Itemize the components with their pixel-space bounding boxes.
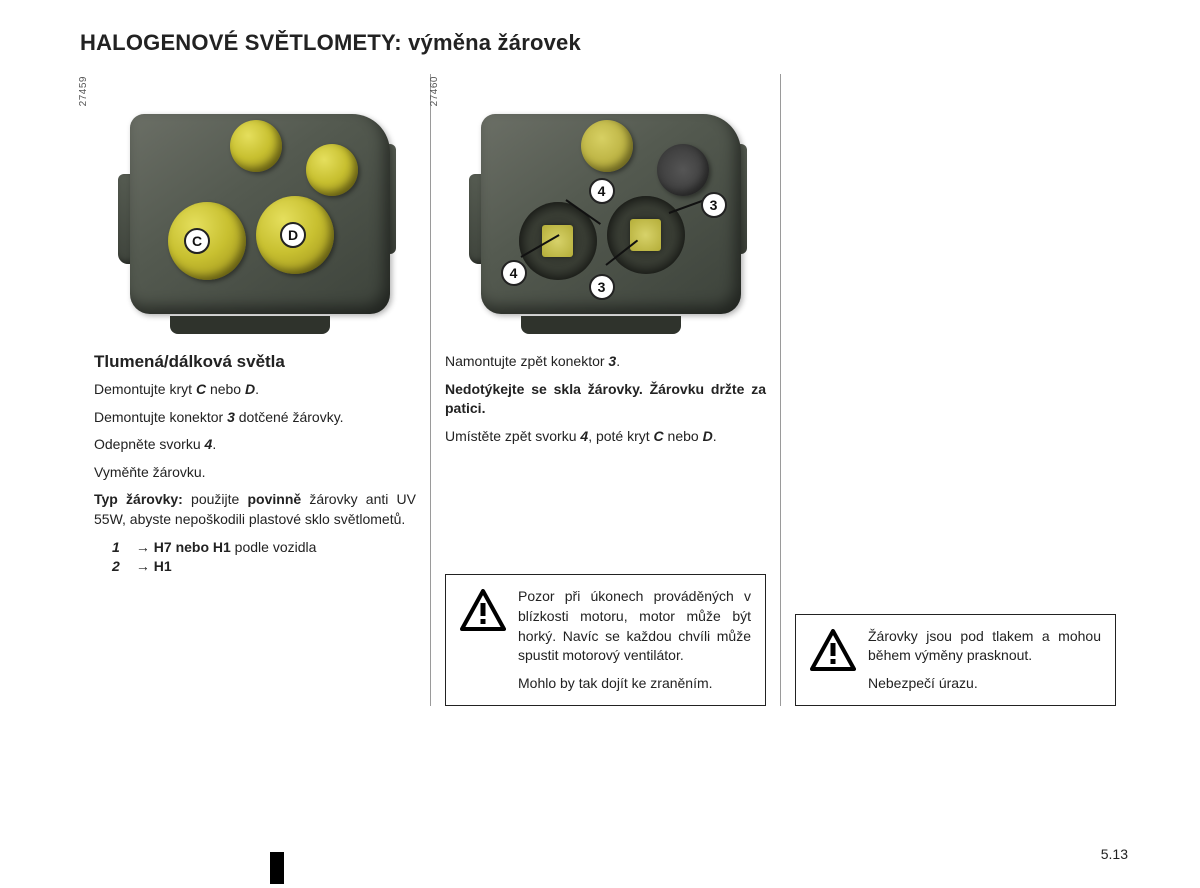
warning-pressure: Žárovky jsou pod tlakem a mohou během vý… bbox=[795, 614, 1116, 707]
page-title: HALOGENOVÉ SVĚTLOMETY: výměna žárovek bbox=[80, 30, 1130, 56]
callout-4b: 4 bbox=[501, 260, 527, 286]
step-3: Odepněte svorku 4. bbox=[94, 435, 416, 455]
callout-D: D bbox=[280, 222, 306, 248]
step-4: Vyměňte žárovku. bbox=[94, 463, 416, 483]
warning-text-1: Pozor při úkonech prováděných v blízkost… bbox=[518, 587, 751, 665]
callout-C: C bbox=[184, 228, 210, 254]
column-3: Žárovky jsou pod tlakem a mohou během vý… bbox=[780, 74, 1130, 706]
subheading: Tlumená/dálková světla bbox=[94, 352, 416, 372]
callout-3a: 3 bbox=[589, 274, 615, 300]
bulb-spec-1: 1 → H7 nebo H1 podle vozidla bbox=[112, 538, 416, 558]
bulb-type: Typ žárovky: použijte povinně žárovky an… bbox=[94, 490, 416, 529]
step-refit: Umístěte zpět svorku 4, poté kryt C nebo… bbox=[445, 427, 766, 447]
column-2: 27460 4 4 bbox=[430, 74, 780, 706]
step-warning-glass: Nedotýkejte se skla žárovky. Žárovku drž… bbox=[445, 380, 766, 419]
warning-text-2: Mohlo by tak dojít ke zraněním. bbox=[518, 674, 751, 694]
warning-engine: Pozor při úkonech prováděných v blízkost… bbox=[445, 574, 766, 706]
image-ref-1: 27459 bbox=[78, 76, 89, 106]
image-ref-2: 27460 bbox=[429, 76, 440, 106]
section-tab-marker bbox=[270, 852, 284, 884]
page-number: 5.13 bbox=[1101, 846, 1128, 862]
warning-icon bbox=[460, 589, 506, 631]
callout-4a: 4 bbox=[589, 178, 615, 204]
warning-icon bbox=[810, 629, 856, 671]
headlight-figure-2: 4 4 3 3 bbox=[451, 74, 761, 334]
warning-text-1: Žárovky jsou pod tlakem a mohou během vý… bbox=[868, 627, 1101, 666]
column-1: 27459 C D Tlumená/dálková světla Dem bbox=[80, 74, 430, 706]
callout-3b: 3 bbox=[701, 192, 727, 218]
step-reconnect: Namontujte zpět konektor 3. bbox=[445, 352, 766, 372]
warning-text-2: Nebezpečí úrazu. bbox=[868, 674, 1101, 694]
content-columns: 27459 C D Tlumená/dálková světla Dem bbox=[80, 74, 1130, 706]
step-2: Demontujte konektor 3 dotčené žárovky. bbox=[94, 408, 416, 428]
bulb-spec-2: 2 → H1 bbox=[112, 557, 416, 577]
headlight-figure-1: C D bbox=[100, 74, 410, 334]
step-1: Demontujte kryt C nebo D. bbox=[94, 380, 416, 400]
